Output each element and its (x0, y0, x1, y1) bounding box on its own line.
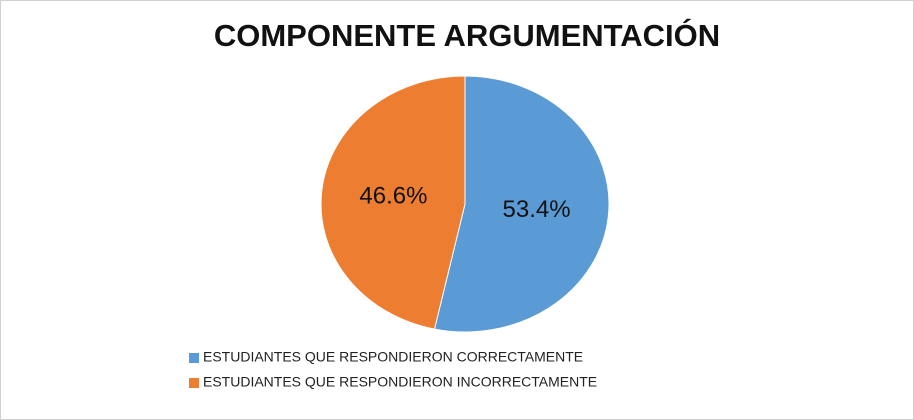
legend-label: ESTUDIANTES QUE RESPONDIERON CORRECTAMEN… (203, 349, 583, 365)
legend-swatch (189, 378, 199, 388)
pie-slice (433, 75, 610, 333)
legend-label: ESTUDIANTES QUE RESPONDIERON INCORRECTAM… (203, 374, 597, 390)
data-label: 46.6% (359, 183, 427, 210)
chart-title: COMPONENTE ARGUMENTACIÓN (214, 17, 720, 53)
data-label: 53.4% (503, 196, 571, 223)
pie-slice (320, 75, 466, 330)
legend-swatch (189, 353, 199, 363)
